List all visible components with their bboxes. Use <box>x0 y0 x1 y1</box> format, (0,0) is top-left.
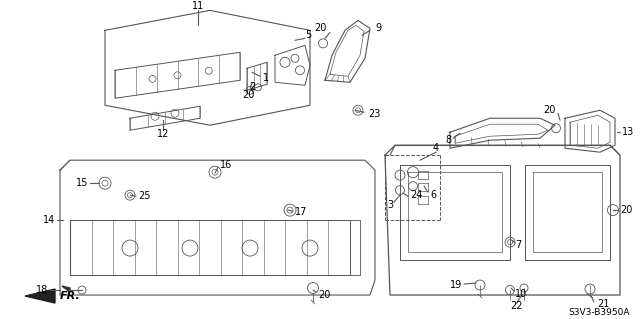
Text: S3V3-B3950A: S3V3-B3950A <box>568 308 630 316</box>
Text: 14: 14 <box>43 215 55 225</box>
Text: 21: 21 <box>597 299 609 309</box>
Text: 20: 20 <box>543 105 556 115</box>
Polygon shape <box>25 289 55 303</box>
Text: 5: 5 <box>305 30 311 40</box>
Text: 22: 22 <box>510 301 522 311</box>
Text: 8: 8 <box>446 135 452 145</box>
Text: 20: 20 <box>620 205 632 215</box>
Text: 6: 6 <box>430 190 436 200</box>
Text: 25: 25 <box>138 191 150 201</box>
Text: 4: 4 <box>433 143 439 153</box>
Text: 23: 23 <box>368 109 380 119</box>
Text: 13: 13 <box>622 127 634 137</box>
Text: 20: 20 <box>242 90 254 100</box>
Text: 7: 7 <box>515 240 521 250</box>
Text: 15: 15 <box>76 178 88 188</box>
Text: 16: 16 <box>220 160 232 170</box>
Text: 9: 9 <box>375 23 381 33</box>
Text: 20: 20 <box>315 23 327 33</box>
Text: 20: 20 <box>318 290 330 300</box>
Text: 12: 12 <box>157 129 169 139</box>
Text: 11: 11 <box>192 1 204 11</box>
Text: FR.: FR. <box>60 291 81 301</box>
Text: 18: 18 <box>36 285 48 295</box>
Text: 2: 2 <box>249 82 255 92</box>
Text: 1: 1 <box>263 73 269 83</box>
Text: 19: 19 <box>450 280 462 290</box>
Polygon shape <box>62 286 70 292</box>
Text: 10: 10 <box>515 289 527 299</box>
Text: 24: 24 <box>410 190 422 200</box>
Text: 3: 3 <box>387 200 393 210</box>
Text: 17: 17 <box>295 207 307 217</box>
